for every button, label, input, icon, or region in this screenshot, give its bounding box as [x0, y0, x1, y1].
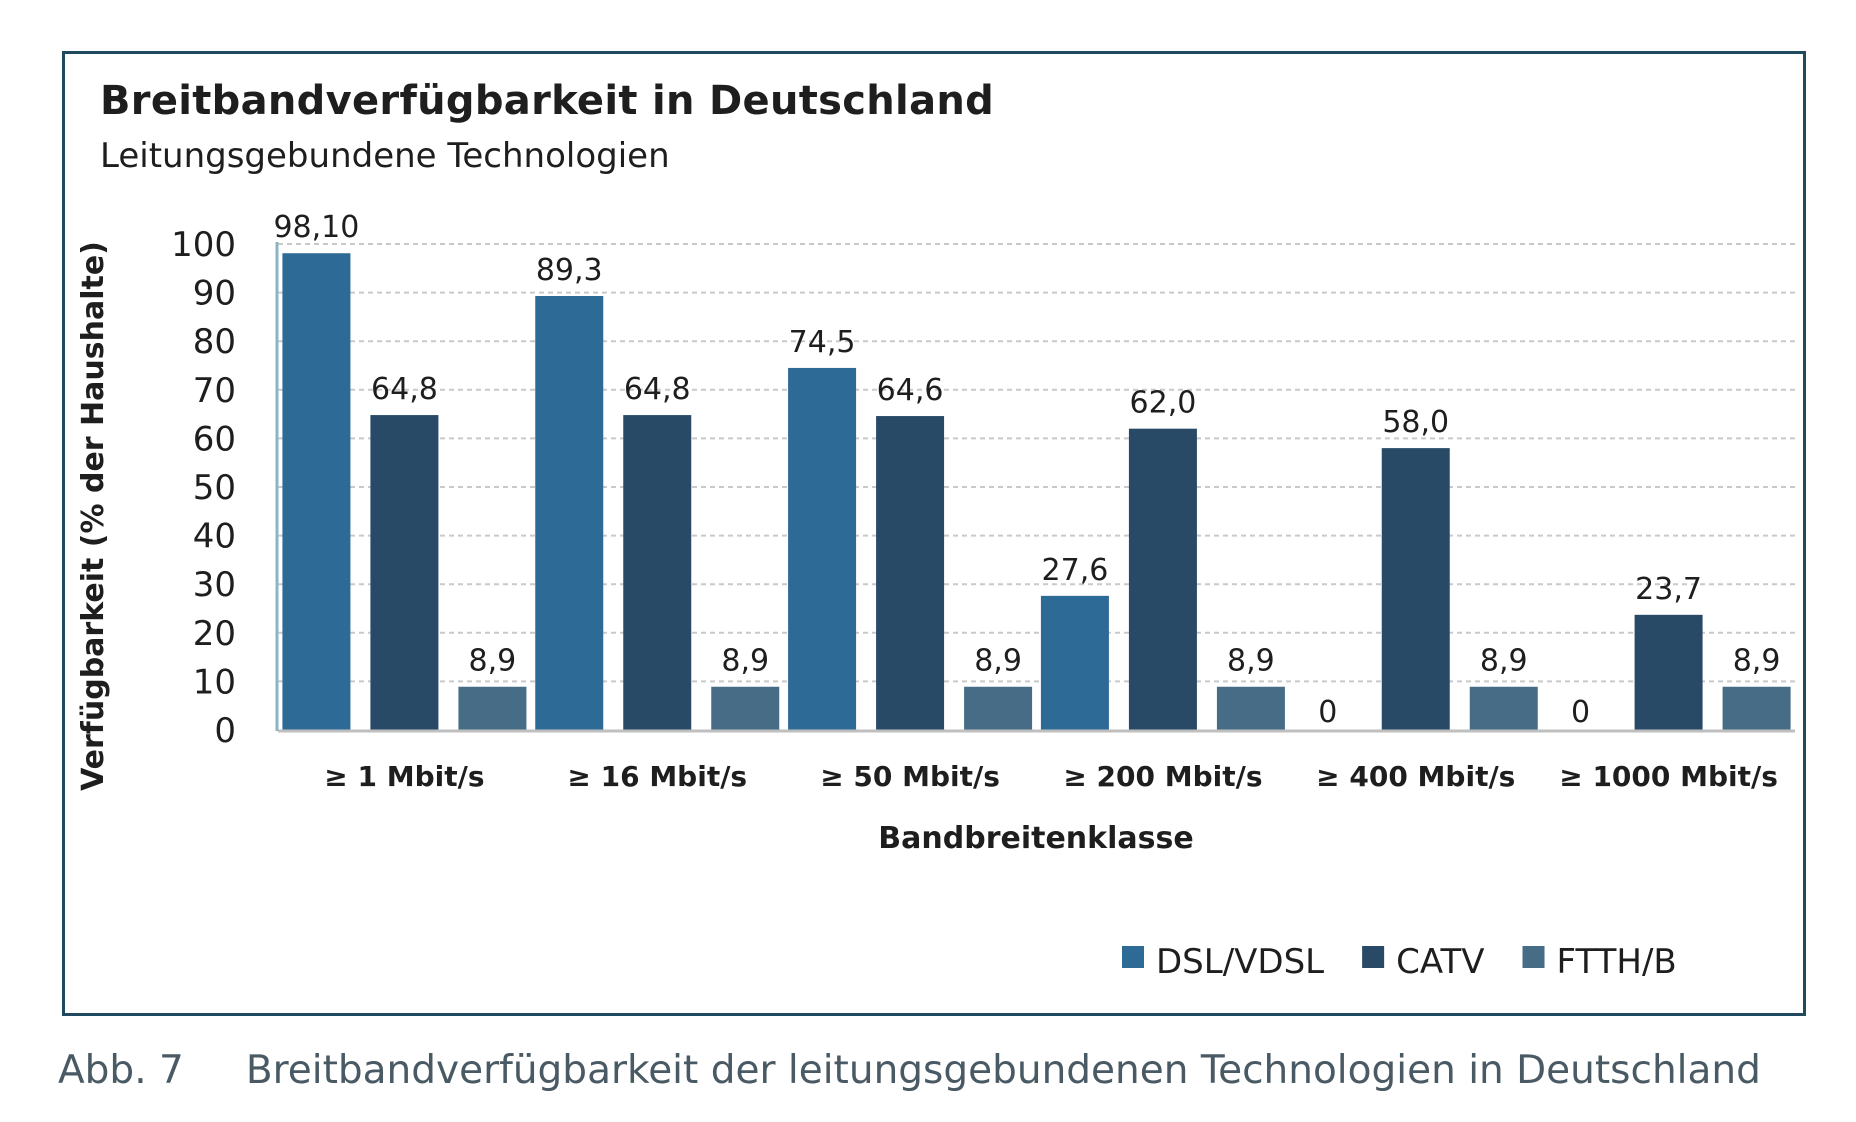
x-tick-label: ≥ 400 Mbit/s: [1316, 760, 1515, 793]
legend-swatch: [1122, 946, 1144, 968]
y-tick-label: 60: [193, 419, 236, 459]
legend-label: FTTH/B: [1557, 942, 1677, 982]
caption-number: Abb. 7: [58, 1048, 184, 1093]
data-label: 8,9: [1227, 644, 1275, 679]
data-label: 27,6: [1042, 553, 1109, 588]
bar-catv: [876, 416, 945, 730]
x-tick-label: ≥ 16 Mbit/s: [567, 760, 747, 793]
data-label: 58,0: [1382, 405, 1449, 440]
data-label: 8,9: [1480, 644, 1528, 679]
data-label: 8,9: [469, 644, 517, 679]
data-labels: 98,10 64,8 8,9 89,3 64,8 8,9 74,5 64,6 8,9 27,6 62…: [273, 210, 1780, 730]
bars: [282, 253, 1791, 730]
bar-catv: [1128, 428, 1197, 730]
figure-caption: Abb. 7 Breitbandverfügbarkeit der leitun…: [58, 1048, 1761, 1093]
data-label: 64,6: [877, 373, 944, 408]
bar-dsl-vdsl: [788, 367, 857, 730]
data-label: 0: [1571, 695, 1590, 730]
bar-catv: [623, 415, 692, 730]
y-tick-label: 30: [193, 565, 236, 605]
legend-swatch: [1362, 946, 1385, 968]
legend-label: CATV: [1396, 942, 1484, 982]
x-tick-label: ≥ 1 Mbit/s: [324, 760, 484, 793]
x-tick-label: ≥ 1000 Mbit/s: [1559, 760, 1778, 793]
y-tick-label: 10: [193, 662, 236, 702]
y-tick-label: 50: [193, 468, 236, 508]
bar-catv: [370, 415, 439, 730]
chart-title: Breitbandverfügbarkeit in Deutschland: [100, 78, 995, 124]
y-tick-label: 80: [193, 322, 236, 362]
bar-ftth-b: [964, 686, 1033, 730]
data-label: 64,8: [624, 372, 691, 407]
caption-text: Breitbandverfügbarkeit der leitungsgebun…: [245, 1048, 1761, 1093]
legend-swatch: [1522, 946, 1545, 968]
data-label: 89,3: [536, 253, 603, 288]
y-tick-labels: 0 10 20 30 40 50 60 70 80 90 100: [171, 225, 236, 751]
bar-ftth-b: [1216, 686, 1285, 730]
data-label: 23,7: [1635, 572, 1702, 607]
bar-catv: [1634, 614, 1703, 730]
y-tick-label: 20: [193, 614, 236, 654]
y-tick-label: 40: [193, 517, 236, 557]
bar-catv: [1381, 448, 1450, 730]
data-label: 8,9: [974, 644, 1022, 679]
bar-ftth-b: [711, 686, 780, 730]
data-label: 64,8: [371, 372, 438, 407]
x-tick-label: ≥ 200 Mbit/s: [1063, 760, 1262, 793]
x-axis-label: Bandbreitenklasse: [878, 821, 1193, 856]
x-tick-label: ≥ 50 Mbit/s: [820, 760, 1000, 793]
data-label: 0: [1318, 695, 1337, 730]
gridlines: [278, 243, 1795, 683]
legend: DSL/VDSL CATV FTTH/B: [1122, 942, 1677, 982]
y-axis-label: Verfügbarkeit (% der Haushalte): [76, 241, 111, 791]
data-label: 8,9: [1733, 644, 1781, 679]
data-label: 62,0: [1130, 386, 1197, 421]
y-tick-label: 90: [193, 274, 236, 314]
chart-subtitle: Leitungsgebundene Technologien: [100, 136, 670, 176]
legend-label: DSL/VDSL: [1156, 942, 1324, 982]
bar-dsl-vdsl: [1040, 595, 1109, 730]
y-tick-label: 0: [214, 711, 236, 751]
bar-ftth-b: [1469, 686, 1538, 730]
bar-ftth-b: [1722, 686, 1791, 730]
data-label: 74,5: [789, 325, 856, 360]
data-label: 98,10: [273, 210, 359, 245]
x-tick-labels: ≥ 1 Mbit/s ≥ 16 Mbit/s ≥ 50 Mbit/s ≥ 200 Mb…: [324, 760, 1778, 793]
bar-ftth-b: [458, 686, 527, 730]
y-tick-label: 100: [171, 225, 236, 265]
bar-dsl-vdsl: [282, 253, 351, 730]
bar-dsl-vdsl: [535, 296, 604, 730]
y-tick-label: 70: [193, 371, 236, 411]
data-label: 8,9: [721, 644, 769, 679]
